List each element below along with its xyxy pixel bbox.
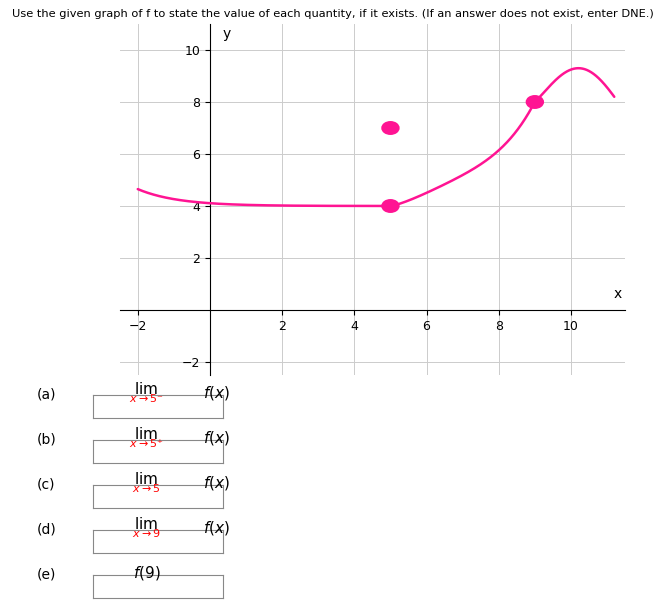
Circle shape xyxy=(382,200,398,212)
Text: (b): (b) xyxy=(37,433,57,447)
Text: $x\to 9$: $x\to 9$ xyxy=(132,527,161,539)
Text: $f(x)$: $f(x)$ xyxy=(203,474,229,492)
Text: Use the given graph of f to state the value of each quantity, if it exists. (If : Use the given graph of f to state the va… xyxy=(11,9,654,19)
Text: $x\to 5$: $x\to 5$ xyxy=(132,482,160,494)
Text: y: y xyxy=(223,26,231,41)
Text: $\lim$: $\lim$ xyxy=(134,381,158,397)
Text: $\lim$: $\lim$ xyxy=(134,516,158,532)
Text: $\lim$: $\lim$ xyxy=(134,471,158,487)
Text: $x\to 5⁻$: $x\to 5⁻$ xyxy=(129,392,164,404)
Text: (a): (a) xyxy=(37,388,56,402)
Text: (d): (d) xyxy=(37,523,57,537)
Text: (c): (c) xyxy=(37,478,55,492)
Text: $f(x)$: $f(x)$ xyxy=(203,429,229,447)
Circle shape xyxy=(382,122,398,134)
Text: $f(x)$: $f(x)$ xyxy=(203,519,229,537)
Text: (e): (e) xyxy=(37,568,56,582)
Text: x: x xyxy=(613,287,622,301)
Circle shape xyxy=(527,96,543,108)
Text: $f(x)$: $f(x)$ xyxy=(203,384,229,402)
Text: $f(9)$: $f(9)$ xyxy=(132,564,160,582)
Text: $x\to 5⁺$: $x\to 5⁺$ xyxy=(129,437,164,449)
Text: $\lim$: $\lim$ xyxy=(134,426,158,442)
